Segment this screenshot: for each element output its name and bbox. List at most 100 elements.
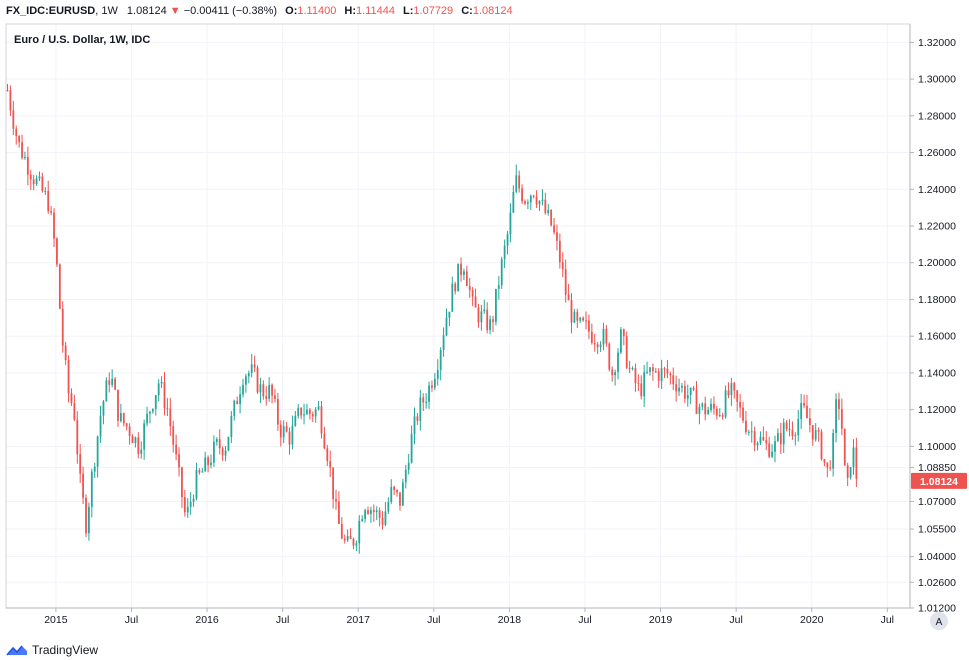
candle-body [125, 423, 128, 427]
candle-body [681, 385, 683, 388]
price-tick-label: 1.20000 [918, 257, 956, 269]
last-price: 1.08124 [126, 5, 167, 17]
candle-body [497, 285, 500, 289]
candle-body [774, 441, 776, 452]
candle-body [532, 195, 535, 197]
candle-body [646, 371, 648, 373]
symbol-name[interactable]: FX_IDC:EURUSD [6, 5, 96, 17]
candle-body [631, 368, 634, 370]
candle-body [637, 383, 640, 385]
candle-body [602, 328, 605, 345]
candle-body [794, 435, 797, 437]
candle-body [201, 471, 204, 473]
candle-body [468, 285, 471, 291]
candle-body [779, 433, 782, 445]
candle-body [367, 510, 369, 514]
candle-body [817, 430, 820, 432]
candle-body [730, 383, 733, 396]
candle-body [372, 510, 375, 513]
candle-body [852, 447, 855, 468]
candle-body [268, 384, 271, 399]
candle-body [512, 191, 515, 213]
candle-body [297, 407, 300, 416]
time-tick-label: Jul [729, 614, 742, 626]
candle-body [64, 345, 67, 361]
candle-body [832, 433, 835, 469]
candle-body [340, 523, 343, 539]
brand-name[interactable]: TradingView [32, 643, 99, 657]
candle-body [99, 415, 102, 437]
candle-body [24, 157, 26, 159]
price-tick-label: 1.05500 [918, 524, 956, 536]
candle-body [585, 320, 587, 322]
candle-body [654, 371, 657, 373]
candle-body [134, 437, 137, 444]
candle-body [114, 378, 116, 390]
candle-body [221, 448, 224, 456]
candle-body [651, 367, 654, 372]
price-tick-label: 1.08850 [918, 462, 956, 474]
candle-body [335, 499, 337, 502]
candle-body [425, 401, 428, 403]
candle-body [596, 344, 599, 348]
candle-body [695, 389, 698, 414]
candle-body [396, 489, 398, 493]
candle-body [422, 397, 425, 403]
candle-body [701, 403, 704, 407]
candle-body [294, 415, 297, 426]
candle-body [669, 373, 672, 376]
candle-body [614, 372, 617, 376]
candle-body [439, 349, 442, 370]
candle-body [6, 90, 9, 92]
price-tick-label: 1.24000 [918, 184, 956, 196]
candle-body [500, 259, 503, 286]
candle-body [58, 264, 61, 309]
candle-body [276, 399, 279, 425]
candle-body [210, 462, 212, 466]
candle-body [15, 128, 18, 136]
time-axis[interactable]: 2015 Jul 2016 Jul 2017 Jul 2018 Jul 2019 Jul 2020 J… [44, 608, 894, 626]
auto-scale-label[interactable]: A [936, 617, 943, 628]
interval[interactable]: 1W [101, 5, 118, 17]
candle-body [704, 403, 707, 415]
candle-body [776, 433, 779, 442]
candle-body [149, 411, 151, 414]
candle-body [788, 428, 791, 430]
candle-body [431, 385, 433, 388]
open-label: O: [285, 5, 298, 17]
candle-body [352, 538, 355, 546]
candle-body [230, 416, 233, 437]
chart-area[interactable]: 1.32000 1.30000 1.28000 1.26000 1.24000 1.220… [0, 22, 969, 638]
candle-body [282, 426, 285, 438]
price-tick-label: 1.07000 [918, 496, 956, 508]
candle-body [250, 364, 253, 374]
candle-body [454, 283, 457, 292]
candle-body [826, 462, 829, 468]
candle-body [61, 308, 64, 346]
candle-body [291, 425, 294, 445]
candle-body [122, 413, 125, 424]
candle-body [317, 406, 320, 410]
candle-body [9, 90, 12, 111]
candle-body [93, 466, 96, 472]
price-tick-label: 1.22000 [918, 221, 956, 233]
candle-body [800, 403, 803, 420]
candle-body [35, 178, 38, 185]
candle-body [204, 457, 207, 472]
candle-body [224, 450, 227, 456]
candle-body [495, 288, 497, 322]
candle-body [733, 383, 736, 391]
candle-body [88, 506, 90, 534]
candle-body [390, 486, 393, 502]
candle-body [471, 290, 474, 297]
candle-body [128, 426, 131, 436]
candle-body [576, 311, 579, 321]
auto-scale-button[interactable]: A [930, 612, 948, 630]
candle-body [361, 519, 364, 522]
candle-body [448, 311, 451, 318]
price-chart[interactable]: 1.32000 1.30000 1.28000 1.26000 1.24000 1.220… [0, 22, 969, 638]
candle-body [236, 400, 239, 404]
candle-body [573, 311, 576, 323]
candle-body [332, 467, 335, 500]
price-axis[interactable]: 1.32000 1.30000 1.28000 1.26000 1.24000 1.220… [910, 37, 956, 615]
